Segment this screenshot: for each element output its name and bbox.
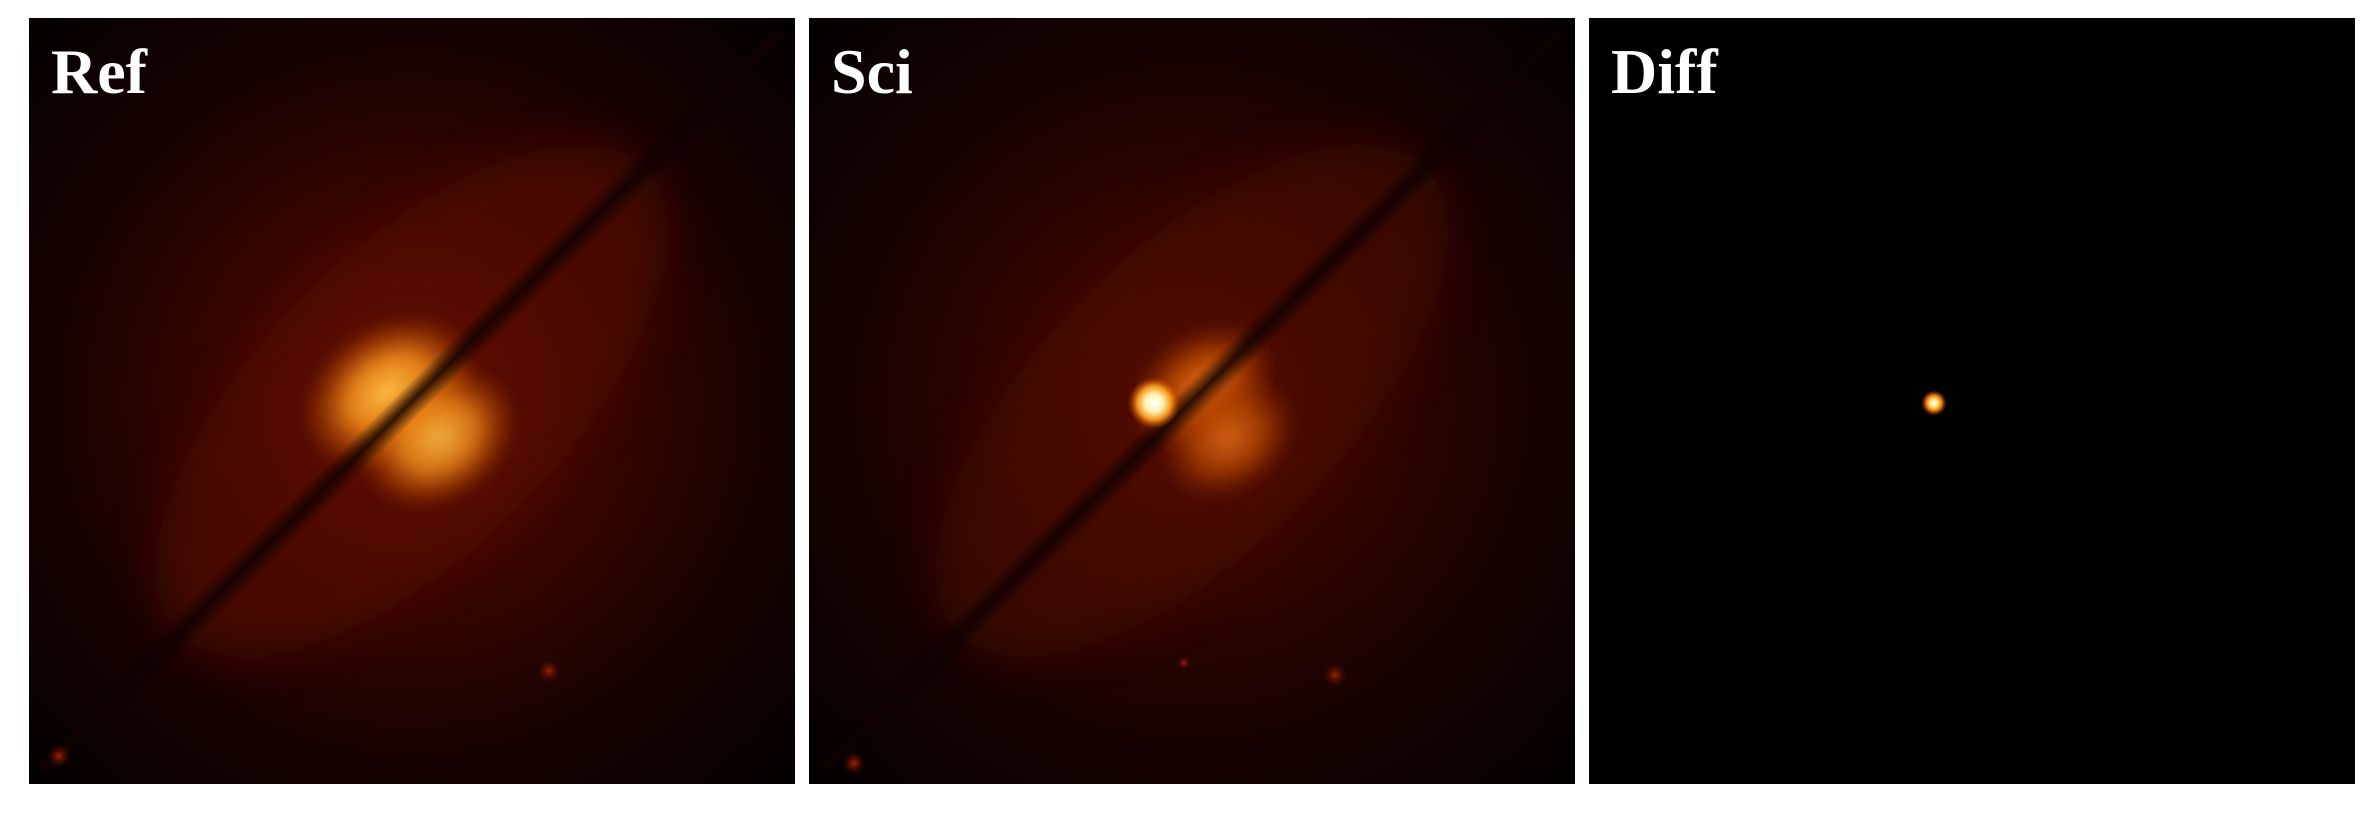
ref-label: Ref xyxy=(51,36,147,107)
sci-label: Sci xyxy=(831,36,913,107)
ref-galaxy-image xyxy=(29,18,795,784)
ref-panel: Ref xyxy=(29,18,795,784)
diff-panel: Diff xyxy=(1589,18,2355,784)
diff-label: Diff xyxy=(1611,36,1718,107)
diff-image xyxy=(1589,18,2355,784)
sci-galaxy-image xyxy=(809,18,1575,784)
sci-panel: Sci xyxy=(809,18,1575,784)
